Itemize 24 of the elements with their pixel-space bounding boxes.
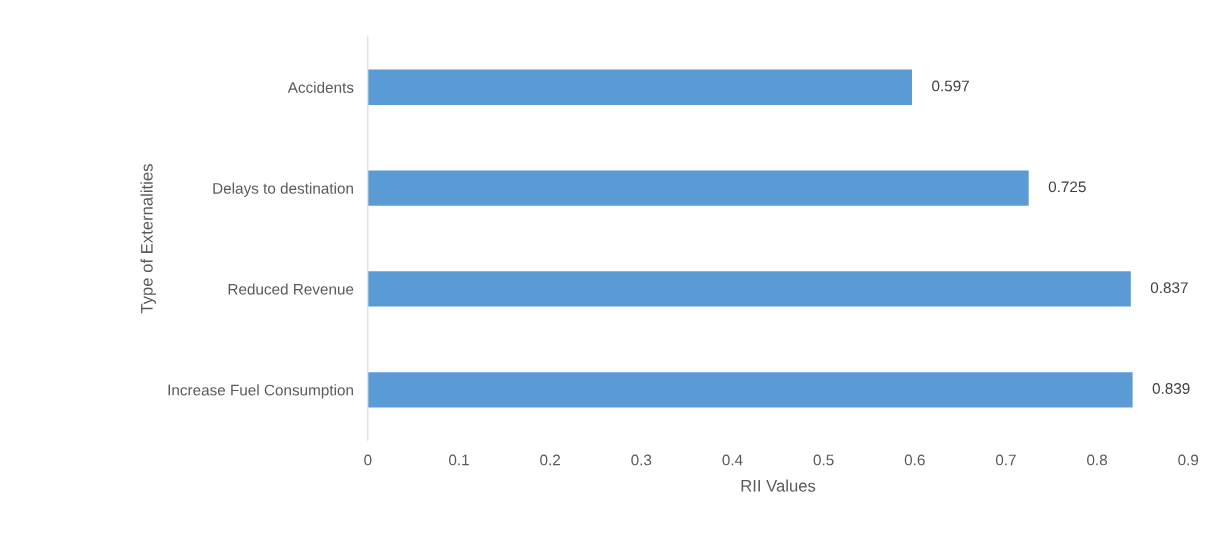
data-label: 0.839	[1152, 383, 1190, 394]
x-tick-label: 0.7	[995, 454, 1016, 466]
x-tick-label: 0.1	[448, 454, 469, 466]
y-axis-title: Type of Externalities	[140, 164, 157, 314]
bar	[367, 170, 1029, 206]
x-tick-label: 0.2	[540, 454, 560, 466]
x-tick-label: 0.6	[904, 454, 925, 466]
bar	[367, 372, 1133, 408]
data-label: 0.837	[1150, 282, 1188, 294]
data-label: 0.597	[932, 80, 969, 92]
y-tick-label: Reduced Revenue	[228, 283, 354, 295]
bar	[367, 271, 1131, 307]
x-tick-label: 0.3	[631, 454, 652, 466]
y-tick-label: Increase Fuel Consumption	[168, 384, 353, 399]
x-axis-title: RII Values	[741, 479, 816, 492]
x-tick-label: 0.4	[722, 454, 743, 466]
x-tick-label: 0	[364, 454, 372, 466]
y-tick-label: Accidents	[287, 81, 354, 93]
x-tick-label: 0.5	[813, 454, 834, 466]
y-tick-label: Delays to destination	[213, 182, 353, 197]
x-tick-label: 0.8	[1087, 454, 1108, 466]
data-label: 0.725	[1048, 181, 1086, 193]
x-tick-label: 0.9	[1178, 454, 1199, 466]
bar	[367, 69, 913, 105]
